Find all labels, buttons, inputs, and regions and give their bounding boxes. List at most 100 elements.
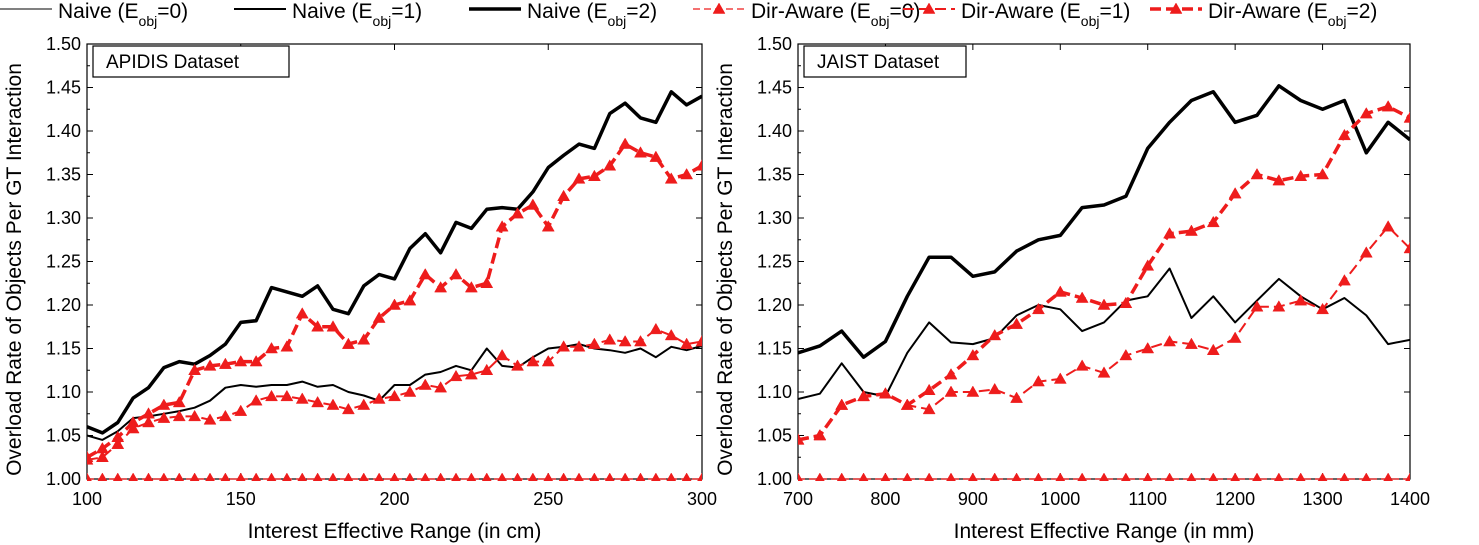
series-marker <box>1272 174 1286 186</box>
series-marker <box>798 433 805 445</box>
series-marker <box>112 472 123 481</box>
series-marker <box>1141 341 1155 354</box>
series-marker <box>572 172 586 184</box>
series-marker <box>1316 302 1330 315</box>
series-marker <box>835 398 849 410</box>
series-marker <box>651 472 661 481</box>
series-line-1 <box>798 267 1410 400</box>
y-tick-label: 1.45 <box>757 78 792 98</box>
series-marker <box>680 337 694 349</box>
series-marker <box>1119 296 1133 309</box>
series-marker <box>1011 472 1022 481</box>
series-marker <box>1294 169 1308 181</box>
series-marker <box>1381 220 1395 232</box>
legend-item-2: Naive (Eobj=2) <box>469 0 657 29</box>
series-marker <box>374 472 384 481</box>
series-marker <box>558 472 569 481</box>
y-axis-title: Overload Rate of Objects Per GT Interact… <box>714 63 737 476</box>
series-marker <box>924 472 935 481</box>
y-axis-title: Overload Rate of Objects Per GT Interact… <box>3 63 26 476</box>
series-marker <box>220 472 231 481</box>
series-marker <box>900 398 914 410</box>
series-marker <box>1250 167 1264 180</box>
series-marker <box>557 189 571 201</box>
series-marker <box>1075 291 1089 303</box>
series-marker <box>649 322 663 335</box>
series-marker <box>988 328 1002 341</box>
y-tick-label: 1.05 <box>757 426 792 446</box>
y-tick-label: 1.20 <box>757 295 792 315</box>
series-marker <box>418 268 432 280</box>
series-marker <box>495 220 509 232</box>
series-marker <box>902 472 913 481</box>
x-tick-label: 150 <box>226 489 256 509</box>
series-marker <box>97 472 108 481</box>
series-marker <box>203 359 217 371</box>
series-marker <box>159 472 169 481</box>
series-marker <box>326 320 340 332</box>
series-marker <box>1228 331 1242 343</box>
legend-label: Naive (Eobj=0) <box>58 0 188 29</box>
series-marker <box>878 387 892 399</box>
series-marker <box>1031 375 1045 387</box>
x-tick-label: 1000 <box>1040 489 1080 509</box>
series-marker <box>203 413 217 425</box>
series-marker <box>218 409 232 422</box>
series-marker <box>282 472 292 481</box>
series-marker <box>234 355 248 367</box>
legend-label: Dir-Aware (Eobj=0) <box>751 0 920 29</box>
series-marker <box>1033 472 1044 481</box>
series-marker <box>480 363 494 375</box>
y-tick-label: 1.50 <box>46 34 81 54</box>
series-marker <box>388 389 401 402</box>
series-marker <box>1141 259 1155 271</box>
series-marker <box>697 472 702 481</box>
series-marker <box>157 411 171 423</box>
series-marker <box>946 472 956 481</box>
series-marker <box>543 472 554 481</box>
series-marker <box>249 355 263 367</box>
series-marker <box>481 472 492 481</box>
series-marker <box>1031 302 1045 315</box>
series-marker <box>681 472 692 481</box>
y-tick-label: 1.00 <box>46 469 81 489</box>
panel-title-box: JAIST Dataset <box>803 45 967 78</box>
series-marker <box>295 392 309 404</box>
y-tick-label: 1.10 <box>757 382 792 402</box>
series-marker <box>297 472 308 481</box>
series-marker <box>572 340 586 352</box>
series-marker <box>1359 107 1373 119</box>
panel-title: JAIST Dataset <box>817 52 940 73</box>
y-tick-label: 1.15 <box>757 339 792 359</box>
series-marker <box>251 472 261 481</box>
series-marker <box>449 268 463 280</box>
series-marker <box>418 378 432 390</box>
series-marker <box>1250 300 1264 312</box>
y-tick-label: 1.40 <box>757 121 792 141</box>
series-line-2 <box>798 84 1410 359</box>
series-marker <box>435 472 446 481</box>
series-marker <box>944 368 958 380</box>
x-tick-label: 1100 <box>1128 489 1167 509</box>
series-marker <box>1361 472 1372 481</box>
series-marker <box>1053 372 1067 384</box>
series-marker <box>280 340 294 352</box>
series-marker <box>574 472 584 481</box>
series-marker <box>798 472 803 481</box>
series-marker <box>111 430 125 442</box>
series-marker <box>557 340 571 352</box>
series-marker <box>143 472 154 481</box>
x-tick-label: 200 <box>379 489 409 509</box>
series-marker <box>188 363 202 375</box>
legend-label: Naive (Eobj=2) <box>527 0 657 29</box>
x-axis-title: Interest Effective Range (in cm) <box>248 520 542 543</box>
series-marker <box>695 335 702 347</box>
series-marker <box>1206 215 1220 228</box>
series-marker <box>434 281 448 293</box>
series-marker <box>541 355 555 367</box>
series-marker <box>1272 300 1286 312</box>
series-marker <box>95 442 109 454</box>
series-marker <box>664 328 678 341</box>
series-marker <box>87 472 92 481</box>
